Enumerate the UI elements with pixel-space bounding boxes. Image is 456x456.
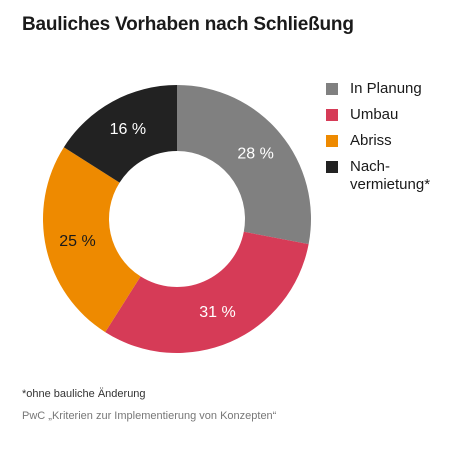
donut-slice-labels: 28 % 31 % 25 % 16 % (59, 121, 274, 321)
slice-label-umbau: 31 % (199, 304, 235, 321)
legend-item-in-planung: In Planung (326, 80, 430, 98)
legend-swatch-in-planung (326, 83, 338, 95)
legend-swatch-nach-vermietung (326, 161, 338, 173)
slice-nach-vermietung (63, 85, 177, 183)
legend-item-nach-vermietung: Nach- vermietung* (326, 158, 430, 194)
legend-label-abriss: Abriss (350, 132, 392, 149)
legend-label-nach-vermietung: Nach- vermietung* (350, 158, 431, 193)
slice-label-nach-vermietung: 16 % (110, 121, 146, 138)
chart-title: Bauliches Vorhaben nach Schließung (22, 14, 354, 35)
legend-label-umbau: Umbau (350, 106, 399, 123)
slice-label-in-planung: 28 % (237, 145, 273, 162)
chart-legend: In Planung Umbau Abriss Nach- vermietung* (326, 80, 430, 202)
slice-in-planung (177, 85, 311, 245)
slice-label-abriss: 25 % (59, 233, 95, 250)
source-note: PwC „Kriterien zur Implementierung von K… (22, 410, 277, 422)
legend-swatch-abriss (326, 135, 338, 147)
legend-item-umbau: Umbau (326, 106, 430, 124)
slice-umbau (105, 231, 309, 353)
legend-swatch-umbau (326, 109, 338, 121)
slice-abriss (42, 147, 141, 333)
legend-label-in-planung: In Planung (350, 80, 422, 97)
donut-slices (42, 85, 311, 353)
legend-item-abriss: Abriss (326, 132, 430, 150)
footnote: *ohne bauliche Änderung (22, 388, 146, 400)
